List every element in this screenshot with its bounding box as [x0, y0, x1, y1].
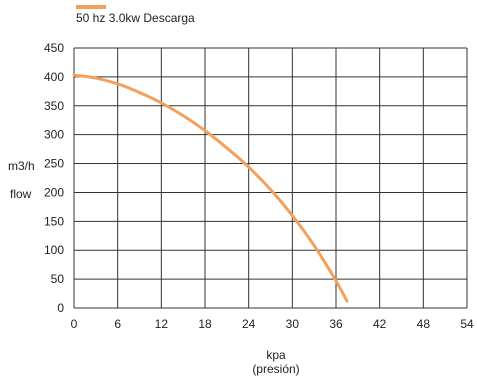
- x-tick-label: 24: [242, 317, 256, 331]
- x-tick-label: 0: [71, 317, 78, 331]
- x-tick-label: 30: [286, 317, 300, 331]
- y-tick-label: 200: [44, 185, 64, 199]
- x-tick-label: 48: [417, 317, 431, 331]
- x-tick-label: 42: [373, 317, 387, 331]
- y-tick-label: 50: [51, 272, 65, 286]
- x-tick-label: 6: [114, 317, 121, 331]
- x-tick-label: 12: [155, 317, 169, 331]
- y-tick-labels: 0 50 100 150 200 250 300 350 400 450: [44, 41, 64, 315]
- y-tick-label: 400: [44, 70, 64, 84]
- x-tick-label: 18: [198, 317, 212, 331]
- x-tick-label: 54: [460, 317, 474, 331]
- grid: [73, 47, 468, 309]
- x-tick-labels: 0 6 12 18 24 30 36 42 48 54: [71, 317, 474, 331]
- legend-swatch: [76, 5, 106, 9]
- y-tick-label: 250: [44, 157, 64, 171]
- y-tick-label: 450: [44, 41, 64, 55]
- y-tick-label: 350: [44, 99, 64, 113]
- y-tick-label: 0: [57, 301, 64, 315]
- y-tick-label: 100: [44, 243, 64, 257]
- legend: 50 hz 3.0kw Descarga: [76, 5, 195, 25]
- y-axis-label-flow: flow: [10, 187, 32, 201]
- y-tick-label: 150: [44, 214, 64, 228]
- y-axis-label-unit: m3/h: [8, 159, 35, 173]
- y-tick-label: 300: [44, 128, 64, 142]
- legend-label: 50 hz 3.0kw Descarga: [76, 11, 195, 25]
- x-tick-label: 36: [329, 317, 343, 331]
- x-axis-label-sub: (presión): [252, 362, 299, 376]
- series-line: [72, 73, 349, 303]
- x-axis-label: kpa: [266, 348, 286, 362]
